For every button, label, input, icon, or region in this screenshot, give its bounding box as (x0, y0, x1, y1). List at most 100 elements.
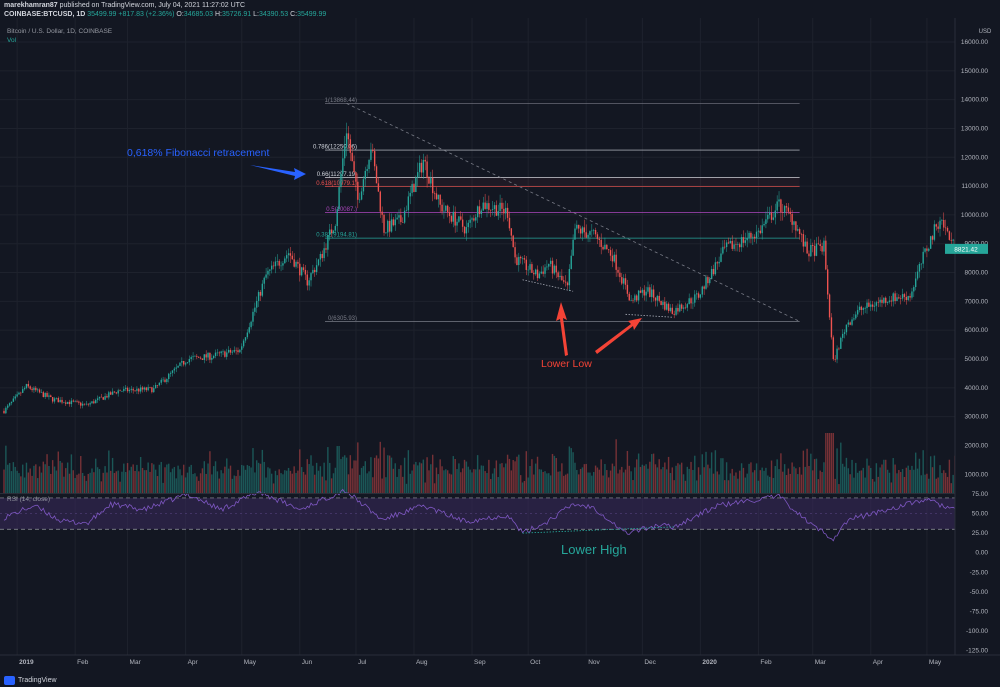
volume-bar (428, 470, 430, 493)
volume-bar (145, 470, 147, 493)
volume-bar (905, 467, 908, 493)
volume-bar (5, 445, 7, 493)
candle (542, 271, 544, 274)
volume-bar (600, 459, 602, 493)
tradingview-logo[interactable]: TradingView (4, 676, 57, 685)
candle (506, 207, 509, 218)
candle (299, 263, 301, 276)
volume-bar (72, 470, 74, 493)
candle (405, 210, 408, 211)
volume-bar (81, 472, 84, 493)
candle (291, 255, 293, 260)
candle (881, 299, 883, 303)
candle (480, 210, 483, 215)
volume-bar (632, 480, 634, 493)
candle (722, 246, 724, 254)
volume-bar (909, 469, 911, 493)
candle (184, 363, 187, 365)
candle (692, 302, 694, 304)
rsi-legend[interactable]: RSI (14, close) (7, 496, 50, 503)
rsi-tick-label: -50.00 (970, 589, 989, 596)
volume-bar (581, 467, 584, 493)
candle (50, 395, 52, 398)
volume-bar (862, 467, 864, 493)
candle (44, 392, 46, 398)
candle (944, 227, 947, 229)
candle (488, 203, 490, 210)
volume-bar (8, 463, 11, 493)
volume-bar (630, 471, 632, 493)
candle (27, 383, 30, 387)
time-tick-label: Jul (358, 659, 367, 666)
candle (42, 392, 45, 398)
candle (806, 241, 808, 254)
candle (338, 187, 340, 210)
volume-bar (126, 463, 129, 493)
candle (757, 230, 760, 232)
candle (808, 253, 810, 257)
candle (241, 346, 243, 350)
candle (828, 294, 831, 318)
candle (282, 263, 284, 266)
volume-bar (263, 461, 265, 493)
volume-bar (139, 456, 142, 493)
volume-bar (85, 480, 88, 493)
volume-legend[interactable]: Vol (7, 37, 17, 44)
candle (551, 260, 554, 274)
candle (791, 213, 793, 225)
candle (914, 278, 917, 288)
candle (300, 267, 303, 276)
volume-bar (42, 461, 45, 493)
candle (229, 349, 232, 353)
volume-bar (259, 463, 262, 493)
candle (669, 307, 672, 311)
candle (697, 293, 700, 298)
volume-bar (587, 472, 589, 493)
candle (177, 365, 179, 368)
candle (615, 254, 617, 270)
candle (495, 205, 498, 216)
candle (896, 297, 898, 302)
candle (879, 299, 881, 303)
candle (119, 390, 121, 392)
candle (205, 354, 207, 358)
candle (933, 224, 936, 240)
candle (559, 275, 561, 278)
volume-bar (770, 460, 773, 493)
candle (866, 302, 868, 309)
volume-bar (177, 465, 179, 493)
symbol-legend[interactable]: Bitcoin / U.S. Dollar, 1D, COINBASE (7, 28, 113, 35)
candle (428, 178, 430, 184)
volume-bar (787, 468, 790, 493)
candle (61, 399, 63, 403)
candle (422, 159, 425, 173)
volume-bar (697, 467, 700, 493)
candle (787, 207, 790, 212)
candle (246, 332, 249, 338)
volume-bar (757, 480, 760, 493)
author-name[interactable]: marekhamran87 (4, 2, 58, 9)
fib-zone (325, 177, 800, 187)
candle (491, 208, 494, 210)
volume-bar (306, 459, 308, 493)
candle (424, 159, 426, 162)
volume-bar (744, 477, 747, 493)
volume-bar (271, 473, 273, 493)
candle (744, 240, 747, 243)
candle (729, 240, 732, 244)
volume-bar (815, 458, 818, 493)
candle (841, 333, 844, 338)
candle (261, 283, 264, 296)
candle (768, 212, 771, 215)
candle (776, 201, 778, 211)
candle (660, 300, 662, 305)
volume-bar (199, 473, 202, 493)
candle (508, 217, 511, 229)
candle (712, 268, 715, 275)
candle (572, 239, 574, 256)
candle (259, 292, 262, 296)
volume-bar (91, 468, 93, 493)
candle (873, 305, 876, 307)
fib-level-label: 0.5(10087.) (326, 207, 357, 213)
